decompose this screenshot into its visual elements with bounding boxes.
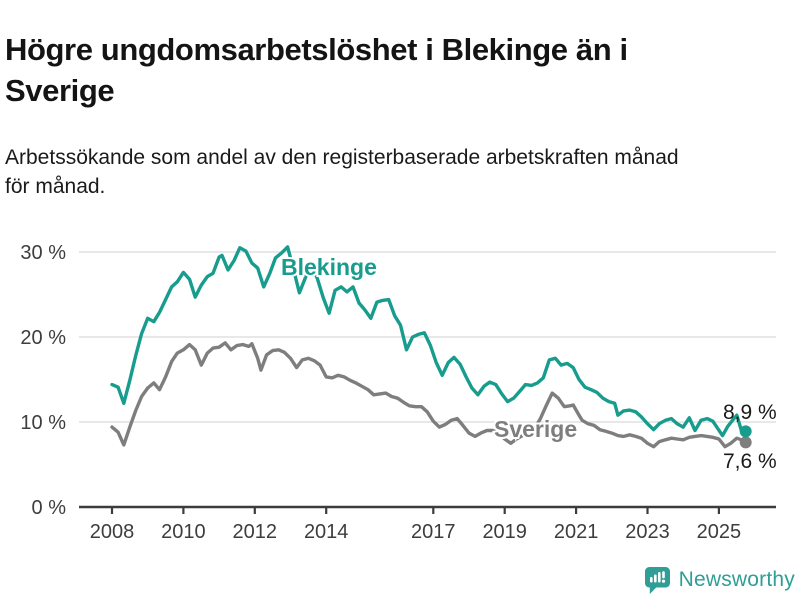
x-tick-label-2014: 2014 xyxy=(304,521,349,543)
x-tick-label-2021: 2021 xyxy=(554,521,599,543)
x-tick-label-2025: 2025 xyxy=(697,521,742,543)
exclamation-dot xyxy=(661,579,665,583)
logo-wordmark: Newsworthy xyxy=(678,568,795,591)
end-dot-blekinge xyxy=(739,425,752,438)
page-title: Högre ungdomsarbetslöshet i Blekinge än … xyxy=(5,29,785,111)
line-chart: 0 % 10 % 20 % 30 % 2008 2010 2012 2014 2017 2019 2… xyxy=(0,220,800,560)
x-tick-label-2019: 2019 xyxy=(482,521,527,543)
series-line-blekinge xyxy=(110,245,748,438)
y-tick-label-20: 20 % xyxy=(20,327,66,349)
end-value-label-blekinge: 8,9 % xyxy=(723,401,777,424)
bar-medium xyxy=(653,574,657,582)
exclamation-bar xyxy=(661,570,665,578)
chart-subtitle-line1: Arbetssökande som andel av den registerb… xyxy=(5,146,679,169)
y-tick-label-30: 30 % xyxy=(20,242,66,264)
y-tick-label-10: 10 % xyxy=(20,412,66,434)
y-tick-label-0: 0 % xyxy=(32,497,67,519)
line-chart-canvas: 0 % 10 % 20 % 30 % 2008 2010 2012 2014 2017 2019 2… xyxy=(20,242,777,543)
newsworthy-logo: Newsworthy xyxy=(644,564,795,596)
x-tick-label-2008: 2008 xyxy=(90,521,135,543)
page-title-line2: Sverige xyxy=(5,72,115,108)
chart-subtitle-line2: för månad. xyxy=(5,175,106,198)
bar-small xyxy=(649,576,653,582)
x-tick-label-2012: 2012 xyxy=(233,521,278,543)
speech-bubble-shape xyxy=(644,566,670,594)
bar-tall xyxy=(657,571,661,582)
bar-chart-speech-bubble-icon xyxy=(644,566,670,594)
page-title-line1: Högre ungdomsarbetslöshet i Blekinge än … xyxy=(5,31,628,67)
series-label-sverige: Sverige xyxy=(494,416,577,442)
end-dot-sverige xyxy=(739,436,752,449)
x-tick-label-2010: 2010 xyxy=(161,521,206,543)
chart-subtitle: Arbetssökande som andel av den registerb… xyxy=(5,143,785,201)
x-tick-label-2017: 2017 xyxy=(411,521,456,543)
x-tick-label-2023: 2023 xyxy=(625,521,670,543)
end-value-label-sverige: 7,6 % xyxy=(723,450,777,473)
series-line-sverige xyxy=(110,341,748,449)
series-label-blekinge: Blekinge xyxy=(281,254,377,280)
